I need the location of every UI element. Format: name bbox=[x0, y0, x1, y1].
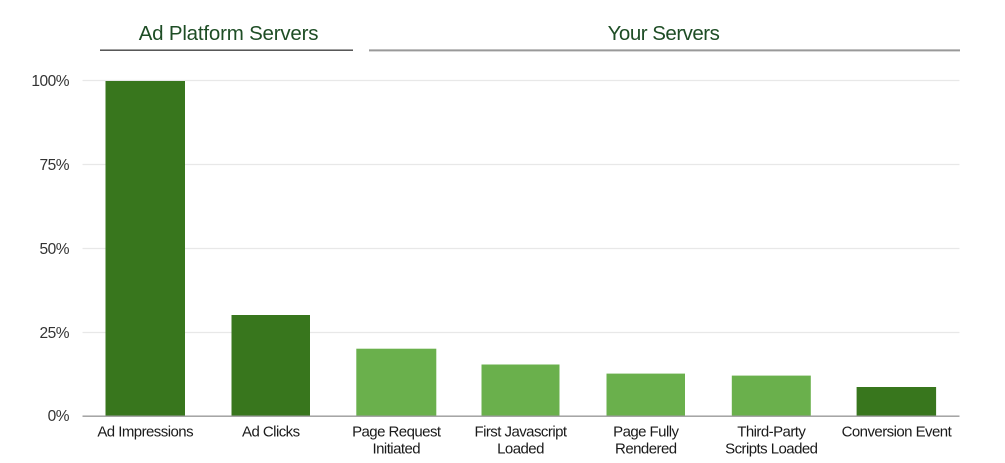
svg-text:Rendered: Rendered bbox=[615, 440, 677, 457]
svg-text:100%: 100% bbox=[31, 73, 69, 90]
svg-text:Conversion Event: Conversion Event bbox=[842, 424, 953, 441]
svg-text:25%: 25% bbox=[39, 325, 69, 342]
svg-text:Initiated: Initiated bbox=[373, 440, 421, 457]
svg-text:First Javascript: First Javascript bbox=[474, 424, 567, 441]
svg-text:0%: 0% bbox=[48, 408, 70, 425]
svg-text:Ad Impressions: Ad Impressions bbox=[97, 424, 193, 441]
svg-text:75%: 75% bbox=[39, 157, 69, 174]
svg-text:Loaded: Loaded bbox=[497, 440, 544, 457]
svg-text:Scripts Loaded: Scripts Loaded bbox=[725, 440, 818, 457]
svg-text:Ad Platform Servers: Ad Platform Servers bbox=[139, 22, 319, 45]
svg-text:50%: 50% bbox=[39, 241, 69, 258]
svg-text:Page Request: Page Request bbox=[352, 424, 442, 441]
svg-text:Page Fully: Page Fully bbox=[613, 424, 679, 441]
svg-text:Third-Party: Third-Party bbox=[737, 424, 806, 441]
svg-text:Your Servers: Your Servers bbox=[608, 22, 720, 45]
svg-text:Ad Clicks: Ad Clicks bbox=[242, 424, 300, 441]
